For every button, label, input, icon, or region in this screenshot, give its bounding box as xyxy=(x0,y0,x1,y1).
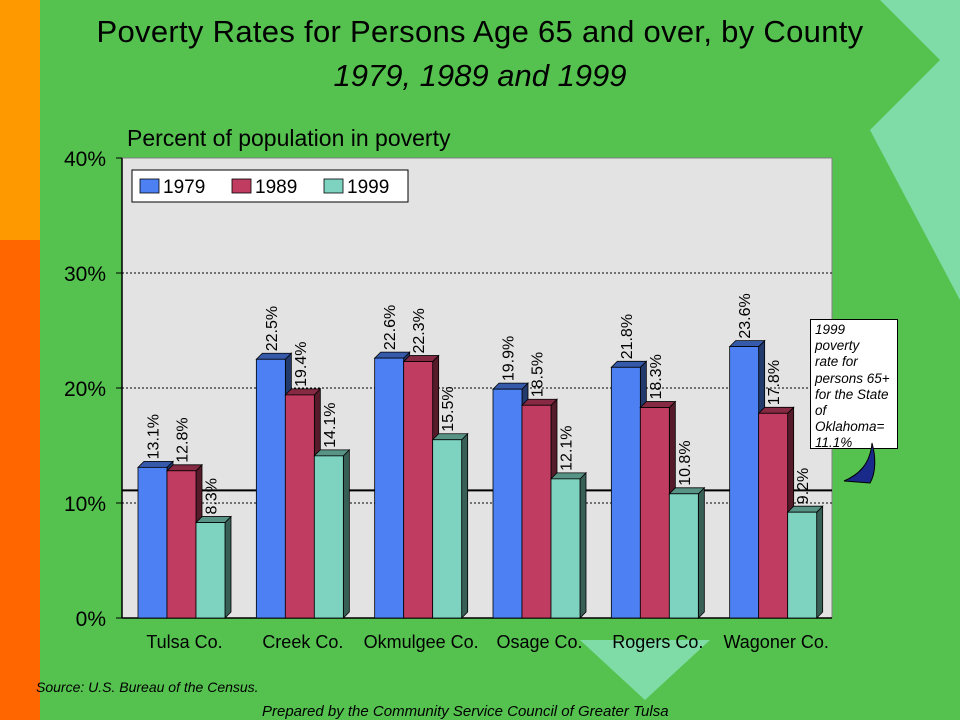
bar-top xyxy=(639,401,677,408)
callout-line: 1999 poverty xyxy=(815,322,860,354)
bar-side xyxy=(342,448,350,619)
bar-top xyxy=(728,340,766,348)
bar xyxy=(668,493,699,619)
bar xyxy=(729,346,760,619)
bar-top xyxy=(550,472,587,480)
x-category-label: Creek Co. xyxy=(262,632,343,652)
bar-value-label: 15.5% xyxy=(440,386,457,431)
bar-side xyxy=(697,486,705,619)
bar-value-label: 18.3% xyxy=(648,354,665,399)
bar xyxy=(284,394,315,619)
y-tick-label: 20% xyxy=(64,378,106,401)
bar xyxy=(432,439,463,619)
chart-subtitle: 1979, 1989 and 1999 xyxy=(333,58,627,93)
legend xyxy=(131,169,409,203)
bar xyxy=(639,407,670,619)
x-category-label: Tulsa Co. xyxy=(146,632,222,652)
callout-line: persons 65+ xyxy=(815,370,890,386)
legend-label: 1979 xyxy=(163,177,205,198)
y-tick-label: 0% xyxy=(76,608,106,631)
callout-line: of xyxy=(815,403,827,419)
bar xyxy=(166,470,197,619)
bar-value-label: 18.5% xyxy=(530,352,547,397)
x-category-label: Okmulgee Co. xyxy=(364,632,479,652)
bar-top xyxy=(255,352,293,360)
y-tick-label: 40% xyxy=(64,148,106,171)
bar-top xyxy=(137,460,174,468)
plot-area xyxy=(121,157,833,619)
bar-value-label: 10.8% xyxy=(677,440,694,485)
bar xyxy=(521,404,552,619)
bar xyxy=(550,478,581,619)
bar xyxy=(758,412,789,619)
bar-top xyxy=(402,355,440,362)
x-category-label: Rogers Co. xyxy=(612,632,703,652)
bar-top xyxy=(195,516,232,523)
bar xyxy=(313,455,344,619)
y-tick-label: 10% xyxy=(64,493,106,516)
bar xyxy=(787,511,818,619)
bar-side xyxy=(224,515,232,619)
chart-title: Poverty Rates for Persons Age 65 and ove… xyxy=(96,14,864,49)
legend-label: 1999 xyxy=(347,177,389,198)
callout-line: Oklahoma= xyxy=(815,419,885,435)
bar-value-label: 9.2% xyxy=(795,468,812,504)
bar-top xyxy=(166,464,203,472)
bar-top xyxy=(757,406,795,414)
callout-arrow-icon xyxy=(843,442,876,484)
callout-line: rate for xyxy=(815,354,858,370)
y-axis-label: Percent of population in poverty xyxy=(127,125,451,151)
bar-value-label: 22.6% xyxy=(382,305,399,350)
bar-top xyxy=(521,398,558,406)
bar-value-label: 22.5% xyxy=(264,306,281,351)
bar-side xyxy=(579,471,587,619)
bar xyxy=(403,361,434,619)
bar xyxy=(610,366,641,619)
legend-label: 1989 xyxy=(255,177,297,198)
bar-top xyxy=(313,449,351,457)
state-rate-callout: 1999 poverty rate for persons 65+ for th… xyxy=(810,319,898,451)
bar-value-label: 17.8% xyxy=(766,360,783,405)
bar-top xyxy=(284,388,322,396)
bar-value-label: 12.8% xyxy=(175,417,192,462)
bar-value-label: 19.9% xyxy=(501,336,518,381)
bar xyxy=(492,388,523,619)
bar-value-label: 8.3% xyxy=(204,478,221,514)
bar xyxy=(255,358,286,619)
bar-value-label: 21.8% xyxy=(619,314,636,359)
x-category-label: Wagoner Co. xyxy=(723,632,828,652)
callout-line: for the State xyxy=(815,386,889,402)
legend-swatch xyxy=(139,178,160,194)
orange-stripe-top xyxy=(0,0,40,240)
callout-line: 11.1% xyxy=(815,435,853,451)
x-category-label: Osage Co. xyxy=(496,632,582,652)
bar-value-label: 13.1% xyxy=(146,414,163,459)
legend-swatch xyxy=(323,178,344,194)
bar-value-label: 23.6% xyxy=(737,293,754,338)
bar-top xyxy=(668,487,706,495)
bar-top xyxy=(786,505,824,513)
bar-value-label: 14.1% xyxy=(322,402,339,447)
legend-swatch xyxy=(231,178,252,194)
orange-stripe-bottom xyxy=(0,240,40,720)
background-decoration xyxy=(580,0,960,700)
bar-top xyxy=(431,433,469,441)
bar-top xyxy=(492,382,529,390)
bar-value-label: 12.1% xyxy=(559,425,576,470)
bar-top xyxy=(373,351,411,359)
source-note: Source: U.S. Bureau of the Census. xyxy=(36,679,259,695)
bar-side xyxy=(461,432,469,619)
y-tick-label: 30% xyxy=(64,263,106,286)
bar-value-label: 19.4% xyxy=(293,342,310,387)
bar-side xyxy=(816,505,824,619)
bar xyxy=(195,522,226,619)
bar-value-label: 22.3% xyxy=(411,308,428,353)
bar-top xyxy=(610,360,648,368)
bar xyxy=(137,466,168,619)
prepared-by-note: Prepared by the Community Service Counci… xyxy=(262,703,669,720)
bar xyxy=(374,357,405,619)
